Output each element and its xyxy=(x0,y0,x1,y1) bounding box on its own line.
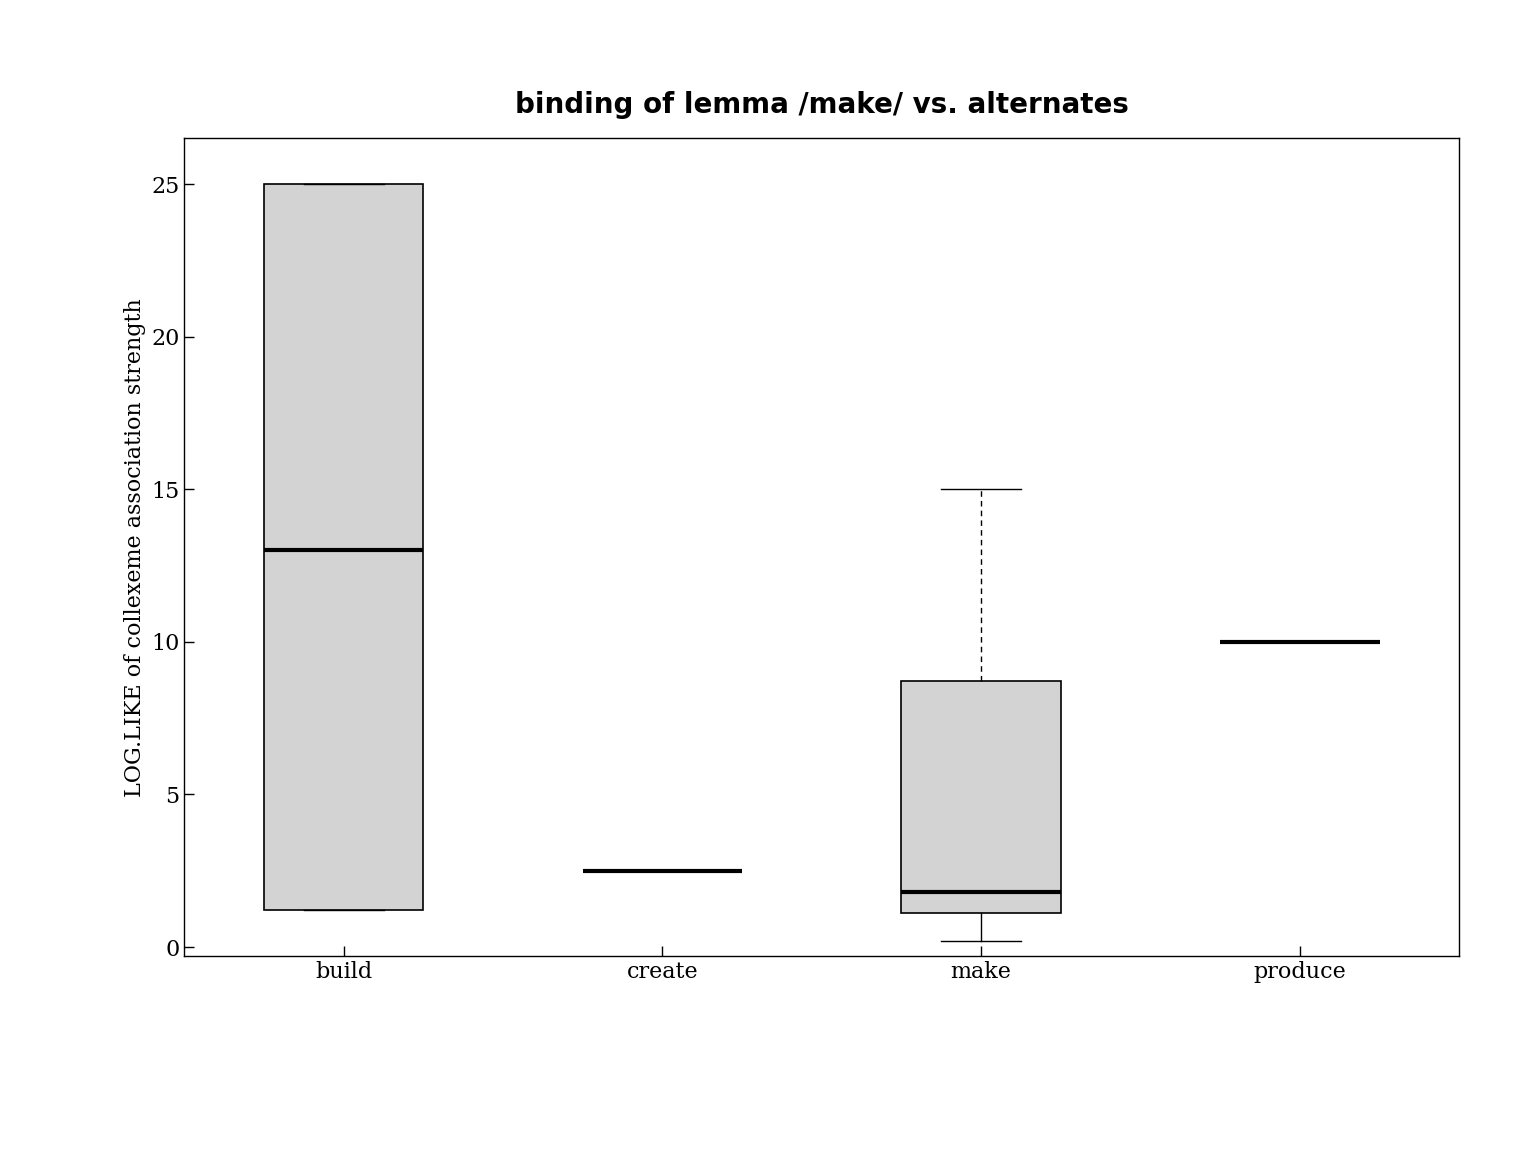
Title: binding of lemma /make/ vs. alternates: binding of lemma /make/ vs. alternates xyxy=(515,91,1129,120)
PathPatch shape xyxy=(264,184,424,910)
PathPatch shape xyxy=(902,682,1061,914)
Y-axis label: LOG.LIKE of collexeme association strength: LOG.LIKE of collexeme association streng… xyxy=(123,298,146,796)
